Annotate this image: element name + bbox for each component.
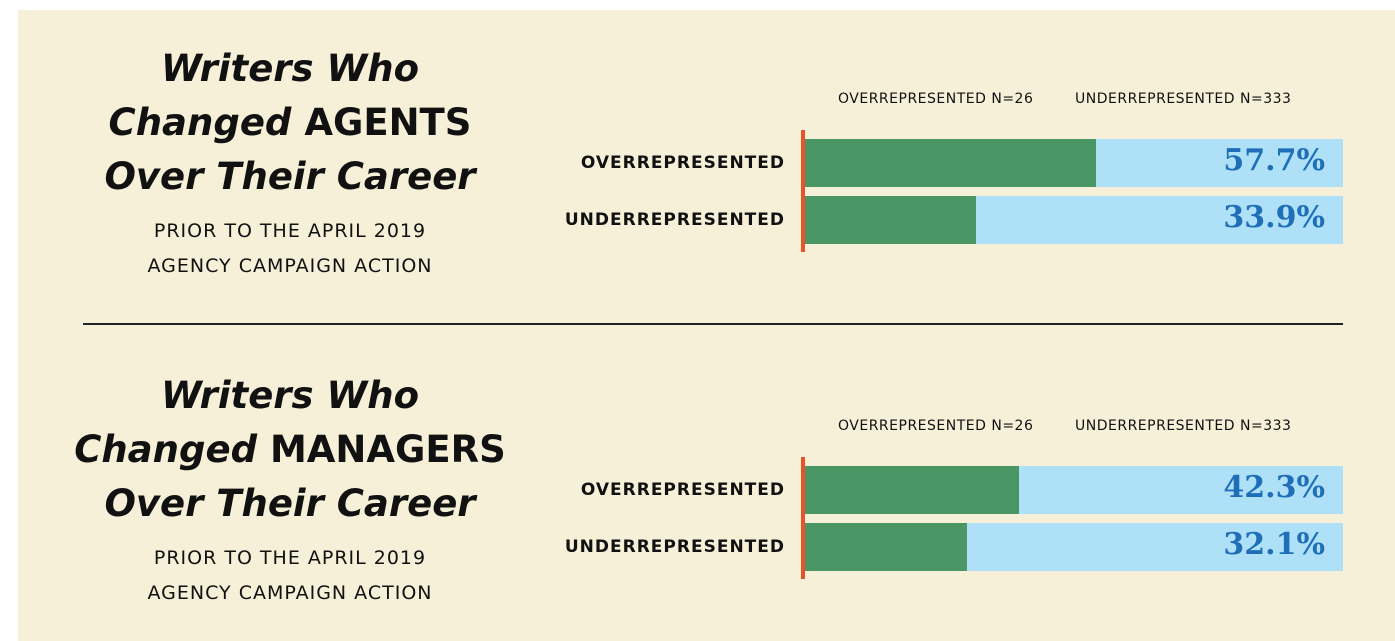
axis-line: [801, 457, 805, 579]
value-label: 42.3%: [1223, 470, 1325, 505]
axis-line: [801, 130, 805, 252]
category-label: UNDERREPRESENTED: [564, 537, 785, 557]
bar: [805, 466, 1019, 514]
bar: [805, 523, 968, 571]
title-part: Writers Who: [160, 374, 420, 417]
bar: [805, 196, 977, 244]
chart-title: Writers Who Changed AGENTS Over Their Care…: [30, 42, 550, 204]
value-label: 57.7%: [1223, 143, 1325, 178]
title-part: MANAGERS: [269, 428, 506, 471]
bar: [805, 139, 1097, 187]
title-part: Writers Who: [160, 47, 420, 90]
legend-note: UNDERREPRESENTED N=333: [1075, 91, 1292, 107]
panel: Writers Who Changed AGENTS Over Their Care…: [18, 10, 1395, 641]
value-label: 32.1%: [1223, 527, 1325, 562]
value-label: 33.9%: [1223, 200, 1325, 235]
legend-note: UNDERREPRESENTED N=333: [1075, 418, 1292, 434]
title-part: Over Their Career: [104, 482, 476, 525]
category-label: OVERREPRESENTED: [580, 480, 785, 500]
title-part: Changed: [108, 101, 292, 144]
legend-note: OVERREPRESENTED N=26: [838, 91, 1034, 107]
title-part: Changed: [74, 428, 258, 471]
title-part: Over Their Career: [104, 155, 476, 198]
divider: [83, 323, 1343, 325]
title-part: AGENTS: [304, 101, 472, 144]
category-label: UNDERREPRESENTED: [564, 210, 785, 230]
category-label: OVERREPRESENTED: [580, 153, 785, 173]
subtitle: PRIOR TO THE APRIL 2019 AGENCY CAMPAIGN …: [147, 220, 433, 277]
chart-title: Writers Who Changed MANAGERS Over Their Ca…: [30, 369, 550, 531]
legend-note: OVERREPRESENTED N=26: [838, 418, 1034, 434]
subtitle: PRIOR TO THE APRIL 2019 AGENCY CAMPAIGN …: [147, 547, 433, 604]
